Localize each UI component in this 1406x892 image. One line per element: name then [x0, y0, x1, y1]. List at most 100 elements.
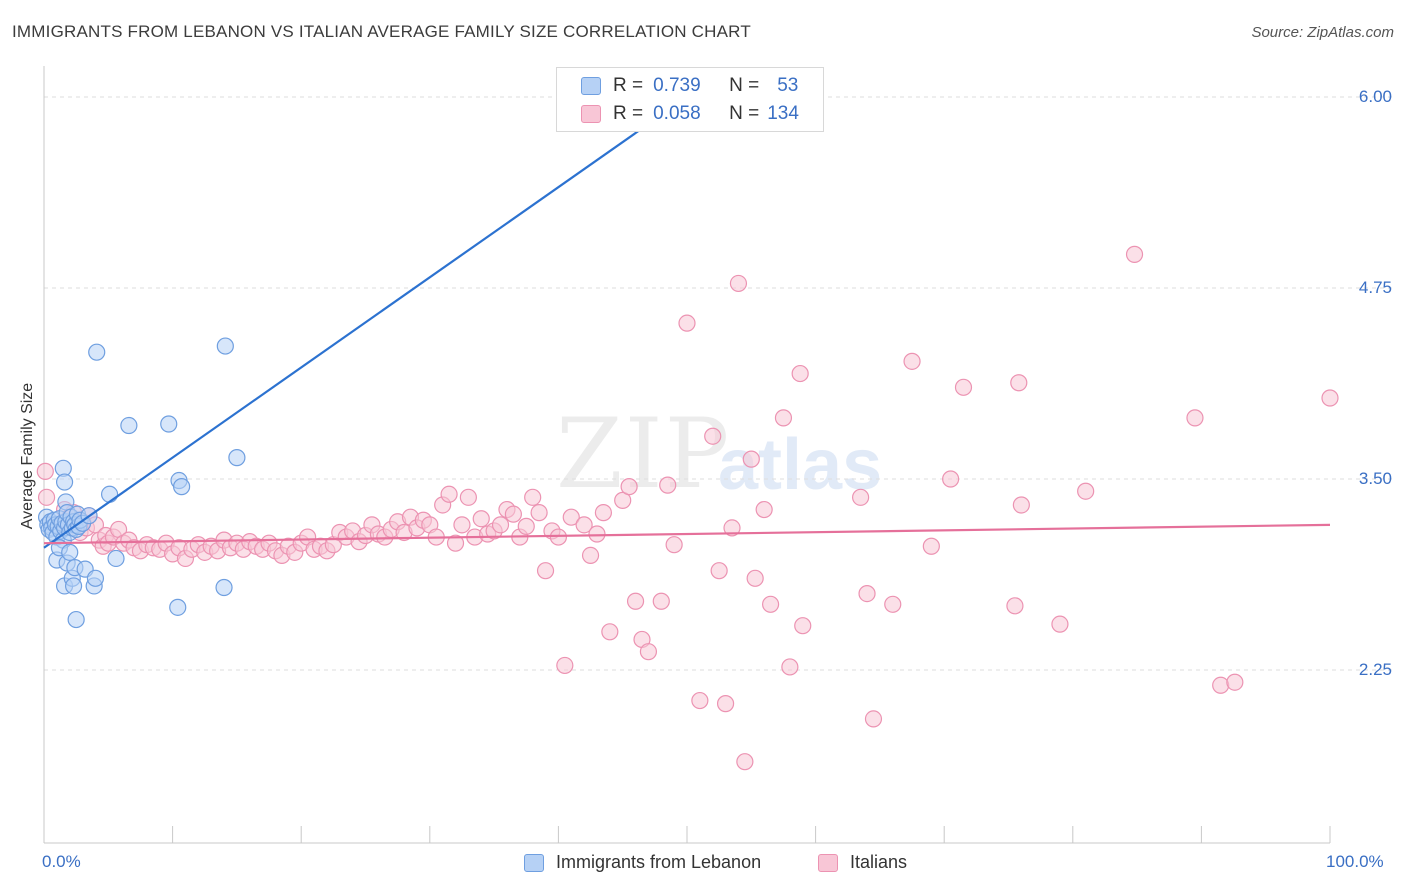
italians-point	[704, 427, 722, 445]
italians-point	[614, 491, 632, 509]
italians-point	[1186, 409, 1204, 427]
italians-point	[37, 488, 56, 506]
italians-point	[1006, 597, 1024, 615]
italians-point	[491, 516, 510, 534]
italians-point	[858, 584, 876, 603]
bottom-legend-swatch-blue	[524, 853, 544, 872]
italians-point	[601, 623, 619, 641]
legend-swatch-blue	[581, 77, 601, 95]
italians-point	[556, 656, 574, 675]
legend-r-label: R =	[613, 103, 644, 124]
legend-n-value: 134	[767, 103, 799, 124]
correlation-legend: R = 0.739 N = 53 R = 0.058 N = 134	[556, 67, 824, 132]
italians-point	[504, 505, 522, 523]
italians-point	[794, 617, 812, 635]
italians-point	[678, 314, 696, 332]
italians-trend-line	[43, 523, 1331, 545]
italians-point	[626, 592, 645, 610]
italians-point	[1077, 482, 1095, 500]
italians-point	[536, 562, 555, 580]
lebanon-point	[169, 598, 187, 616]
italians-point	[588, 525, 606, 543]
italians-point	[562, 508, 580, 526]
legend-row-lebanon: R = 0.739 N = 53	[581, 73, 798, 99]
italians-point	[852, 488, 870, 506]
italians-point	[1226, 673, 1244, 691]
lebanon-point	[55, 473, 74, 491]
italians-point	[446, 534, 465, 552]
italians-point	[761, 595, 780, 613]
italians-point	[710, 562, 728, 580]
italians-point	[459, 488, 477, 506]
italians-point	[1010, 374, 1028, 392]
bottom-legend-italians: Italians	[818, 852, 907, 873]
legend-n-label: N =	[729, 103, 760, 124]
lebanon-point	[61, 543, 79, 561]
lebanon-point	[160, 415, 178, 433]
italians-point	[736, 753, 754, 771]
italians-point	[665, 536, 683, 554]
italians-point	[1125, 245, 1144, 263]
bottom-legend-lebanon: Immigrants from Lebanon	[524, 852, 761, 873]
italians-point	[729, 274, 748, 293]
lebanon-point	[86, 569, 105, 587]
italians-point	[774, 409, 793, 427]
lebanon-point	[67, 610, 85, 629]
italians-point	[36, 462, 54, 480]
legend-n-value: 53	[777, 75, 799, 96]
italians-point	[472, 510, 490, 528]
bottom-legend-label: Immigrants from Lebanon	[556, 852, 762, 872]
italians-point	[581, 546, 600, 565]
italians-point	[524, 488, 542, 506]
italians-point	[746, 569, 764, 587]
italians-point	[954, 378, 973, 396]
lebanon-point	[120, 416, 138, 435]
lebanon-point	[228, 449, 246, 467]
lebanon-point	[107, 549, 125, 568]
source-credit: Source: ZipAtlas.com	[1251, 24, 1394, 41]
italians-point	[530, 504, 548, 522]
chart-title: IMMIGRANTS FROM LEBANON VS ITALIAN AVERA…	[12, 22, 751, 41]
italians-point	[903, 352, 921, 370]
legend-swatch-pink	[581, 105, 601, 123]
y-tick-label: 3.50	[1358, 469, 1392, 488]
legend-r-label: R =	[613, 75, 644, 96]
lebanon-point	[88, 343, 106, 361]
lebanon-point	[64, 577, 83, 595]
lebanon-trend-line	[43, 96, 688, 549]
italians-point	[659, 476, 677, 494]
italians-point	[716, 695, 735, 713]
italians-point	[723, 519, 741, 537]
legend-n-label: N =	[729, 75, 760, 96]
italians-point	[453, 516, 471, 534]
lebanon-point	[100, 485, 119, 503]
bottom-legend-swatch-pink	[818, 853, 838, 872]
italians-point	[1212, 676, 1230, 694]
italians-point	[864, 710, 883, 728]
legend-r-value: 0.058	[653, 103, 701, 124]
lebanon-point	[216, 337, 234, 355]
legend-row-italians: R = 0.058 N = 134	[581, 101, 799, 127]
italians-point	[1321, 389, 1339, 407]
x-tick-label-max: 100.0%	[1326, 852, 1384, 871]
italians-point	[639, 643, 658, 661]
bottom-legend-label: Italians	[850, 852, 908, 872]
x-tick-label-min: 0.0%	[42, 852, 81, 871]
italians-point	[549, 528, 568, 546]
legend-r-value: 0.739	[653, 75, 701, 96]
y-tick-label: 2.25	[1358, 660, 1392, 679]
italians-point	[652, 592, 670, 610]
italians-point	[742, 450, 760, 468]
italians-point	[781, 658, 799, 676]
y-tick-label: 6.00	[1358, 87, 1392, 106]
italians-point	[594, 504, 613, 522]
italians-point	[922, 537, 940, 555]
italians-point	[884, 595, 902, 613]
italians-point	[942, 470, 960, 488]
lebanon-point	[173, 478, 191, 496]
italians-point	[440, 485, 458, 503]
italians-point	[1012, 496, 1030, 514]
watermark-zip: ZIP	[556, 398, 732, 510]
y-axis-label: Average Family Size	[19, 382, 36, 530]
